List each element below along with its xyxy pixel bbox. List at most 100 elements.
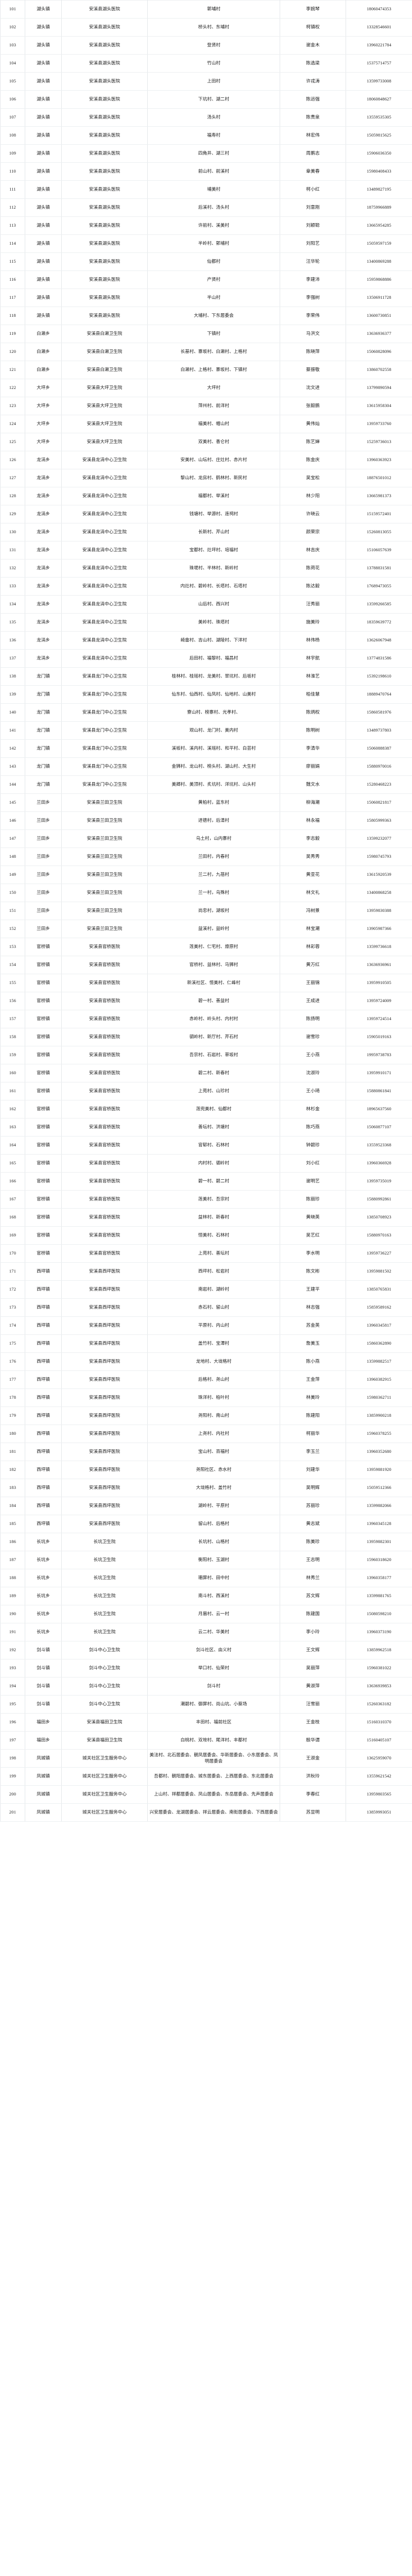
medical-institution: 安溪县大坪卫生院 <box>61 397 148 415</box>
medical-institution: 安溪县西坪医院 <box>61 1298 148 1317</box>
table-row: 119 白濑乡 安溪县白濑卫生院 下镇村 马洪文 13636936377 <box>0 325 412 343</box>
responsible-person: 林少阳 <box>280 487 346 505</box>
responsible-person: 柏佳慧 <box>280 685 346 704</box>
responsibility-area: 黄柏村，蓝东村 <box>147 793 280 812</box>
medical-institution: 安溪县龙门中心卫生院 <box>61 703 148 722</box>
town-name: 凤城镇 <box>25 1767 62 1786</box>
table-row: 109 湖头镇 安溪县湖头医院 四角井、湖三村 周鹏志 15906036350 <box>0 144 412 163</box>
responsible-person: 谢雪珍 <box>280 1028 346 1046</box>
contact-phone: 15960318620 <box>346 1551 412 1569</box>
contact-phone: 13960221784 <box>346 36 412 55</box>
medical-institution: 安溪县兰田卫生院 <box>61 866 148 884</box>
responsibility-area: 驷岭村、新厅村、芹石村 <box>147 1028 280 1046</box>
medical-institution: 安溪县龙涓中心卫生院 <box>61 469 148 487</box>
table-row: 182 西坪镇 安溪县西坪医院 尧阳社区、赤水村 刘建华 13959881920 <box>0 1461 412 1479</box>
row-index: 158 <box>0 1028 25 1046</box>
table-row: 123 大坪乡 安溪县大坪卫生院 萍州村、前洋村 张毅鹏 13615958304 <box>0 397 412 415</box>
responsible-person: 林宇航 <box>280 649 346 668</box>
medical-institution: 安溪县龙涓中心卫生院 <box>61 523 148 541</box>
table-row: 168 官桥镇 安溪县官桥医院 益林村、新春村 黄晓英 13850708923 <box>0 1208 412 1227</box>
row-index: 149 <box>0 866 25 884</box>
responsible-person: 章美春 <box>280 162 346 181</box>
row-index: 184 <box>0 1497 25 1515</box>
contact-phone: 15375714757 <box>346 54 412 73</box>
responsibility-contact-table: 101 湖头镇 安溪县湖头医院 郭埔村 李婉琴 18060474353 102 湖头镇 安溪县湖… <box>0 0 412 1822</box>
table-row: 126 龙涓乡 安溪县龙涓中心卫生院 安美村、山坛村、庄灶村、赤片村 陈金庆 139603… <box>0 451 412 469</box>
contact-phone: 13959724009 <box>346 992 412 1010</box>
medical-institution: 安溪县湖头医院 <box>61 180 148 199</box>
responsible-person: 颜荣宗 <box>280 523 346 541</box>
responsibility-area: 后格村、尧山村 <box>147 1370 280 1389</box>
responsible-person: 汪秀丽 <box>280 595 346 614</box>
responsibility-area: 下坑村、湖二村 <box>147 90 280 109</box>
responsible-person: 林宏伟 <box>280 126 346 145</box>
row-index: 193 <box>0 1659 25 1677</box>
table-row: 164 官桥镇 安溪县官桥医院 官郁村、石林村 钟碧珍 13559523368 <box>0 1136 412 1155</box>
responsible-person: 张毅鹏 <box>280 397 346 415</box>
table-row: 125 大坪乡 安溪县大坪卫生院 双美村、香仑村 陈艺婵 15259736013 <box>0 433 412 451</box>
responsible-person: 王小琦 <box>280 1082 346 1100</box>
responsibility-area: 兰二村，九蓓村 <box>147 866 280 884</box>
table-row: 143 龙门镇 安溪县龙门中心卫生院 金狮村、龙山村、榜头村、湖山村、大生村 廖丽娟 15… <box>0 757 412 776</box>
medical-institution: 安溪县大坪卫生院 <box>61 415 148 433</box>
responsible-person: 王金萍 <box>280 1370 346 1389</box>
contact-phone: 13599266585 <box>346 595 412 614</box>
town-name: 湖头镇 <box>25 144 62 163</box>
row-index: 108 <box>0 126 25 145</box>
row-index: 142 <box>0 739 25 758</box>
row-index: 131 <box>0 541 25 560</box>
row-index: 102 <box>0 18 25 37</box>
contact-phone: 13960366928 <box>346 1154 412 1173</box>
row-index: 190 <box>0 1605 25 1623</box>
row-index: 119 <box>0 325 25 343</box>
responsibility-area: 美法村、北石居委会、朝凤居委会、华新居委会、小东居委会、凤明居委会 <box>147 1749 280 1768</box>
responsibility-area: 莲兜美村、仙都村 <box>147 1100 280 1118</box>
contact-phone: 13559523368 <box>346 1136 412 1155</box>
contact-phone: 13559621542 <box>346 1767 412 1786</box>
contact-phone: 13859962518 <box>346 1641 412 1659</box>
contact-phone: 15960381022 <box>346 1659 412 1677</box>
contact-phone: 15159572401 <box>346 505 412 523</box>
table-row: 132 龙涓乡 安溪县龙涓中心卫生院 珠堤村、半林村、新岭村 陈荷花 1378883158… <box>0 559 412 578</box>
town-name: 长坑乡 <box>25 1551 62 1569</box>
town-name: 西坪镇 <box>25 1425 62 1443</box>
responsibility-area: 山后村、西兴村 <box>147 595 280 614</box>
medical-institution: 安溪县湖头医院 <box>61 54 148 73</box>
row-index: 163 <box>0 1118 25 1137</box>
town-name: 湖头镇 <box>25 180 62 199</box>
table-row: 176 西坪镇 安溪县西坪医院 龙地村、大垅格村 陈小燕 13599882517 <box>0 1352 412 1371</box>
row-index: 134 <box>0 595 25 614</box>
table-row: 139 龙门镇 安溪县龙门中心卫生院 仙东村、仙西村、仙凤村、仙地村、山美村 柏佳慧 18… <box>0 685 412 704</box>
row-index: 141 <box>0 721 25 740</box>
responsible-person: 冯树景 <box>280 902 346 920</box>
town-name: 剑斗镇 <box>25 1677 62 1696</box>
medical-institution: 安溪县湖头医院 <box>61 108 148 127</box>
contact-phone: 15980408433 <box>346 162 412 181</box>
medical-institution: 安溪县湖头医院 <box>61 307 148 325</box>
responsibility-area: 剑斗村 <box>147 1677 280 1696</box>
row-index: 112 <box>0 198 25 217</box>
table-row: 134 龙涓乡 安溪县龙涓中心卫生院 山后村、西兴村 汪秀丽 13599266585 <box>0 595 412 614</box>
row-index: 179 <box>0 1406 25 1425</box>
contact-phone: 13960382915 <box>346 1370 412 1389</box>
contact-phone: 13599881765 <box>346 1587 412 1605</box>
contact-phone: 13400868258 <box>346 884 412 902</box>
table-row: 150 兰田乡 安溪县兰田卫生院 兰一村，乌殊村 林文礼 13400868258 <box>0 884 412 902</box>
row-index: 137 <box>0 649 25 668</box>
contact-phone: 13599736618 <box>346 938 412 956</box>
responsibility-area: 上苑村、山珍村 <box>147 1082 280 1100</box>
table-row: 189 长坑乡 长坑卫生院 南斗村、西溪村 苏文辉 13599881765 <box>0 1587 412 1605</box>
table-row: 194 剑斗镇 剑斗中心卫生院 剑斗村 黄淑萍 13636939853 <box>0 1677 412 1696</box>
medical-institution: 安溪县官桥医院 <box>61 1244 148 1263</box>
medical-institution: 安溪县湖头医院 <box>61 0 148 19</box>
responsible-person: 陈贵泉 <box>280 108 346 127</box>
table-row: 130 龙涓乡 安溪县龙涓中心卫生院 长新村、芹山村 颜荣宗 15260813055 <box>0 523 412 541</box>
town-name: 西坪镇 <box>25 1370 62 1389</box>
row-index: 172 <box>0 1280 25 1299</box>
medical-institution: 安溪县龙门中心卫生院 <box>61 667 148 686</box>
responsible-person: 林文礼 <box>280 884 346 902</box>
table-row: 152 兰田乡 安溪县兰田卫生院 益溪村，益岭村 林宝潮 13905987366 <box>0 920 412 938</box>
table-row: 163 官桥镇 安溪县官桥医院 善坛村、洪塘村 陈巧燕 15060877107 <box>0 1118 412 1137</box>
responsibility-area: 福都村、举溪村 <box>147 487 280 505</box>
contact-phone: 13559535305 <box>346 108 412 127</box>
